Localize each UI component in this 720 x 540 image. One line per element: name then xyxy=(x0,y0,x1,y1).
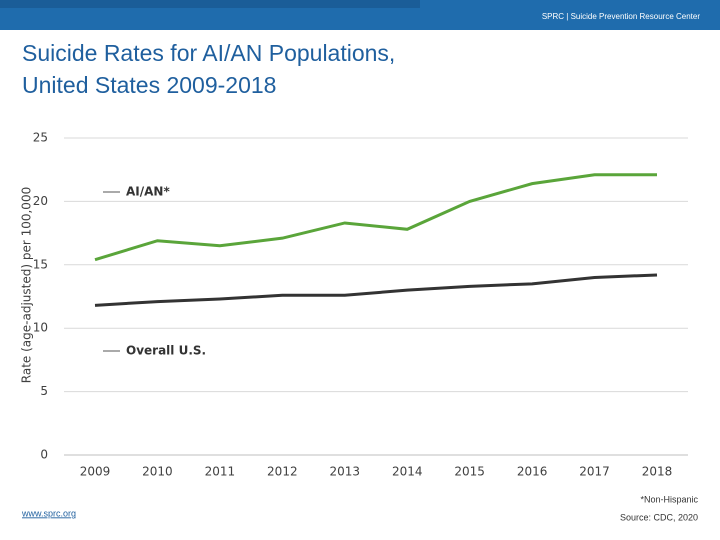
y-tick-label: 15 xyxy=(33,257,48,271)
x-tick-label: 2012 xyxy=(267,465,298,479)
x-tick-label: 2018 xyxy=(642,465,673,479)
x-tick-label: 2017 xyxy=(579,465,610,479)
y-tick-label: 25 xyxy=(33,131,48,145)
legend-label: AI/AN* xyxy=(126,185,170,199)
chart-subtitle: United States 2009-2018 xyxy=(22,72,276,98)
x-tick-label: 2014 xyxy=(392,465,423,479)
series-line xyxy=(94,173,657,262)
x-tick-label: 2009 xyxy=(80,465,111,479)
x-tick-label: 2010 xyxy=(142,465,173,479)
y-tick-label: 10 xyxy=(33,321,48,335)
header-accent xyxy=(0,0,420,8)
y-tick-label: 20 xyxy=(33,194,48,208)
y-tick-label: 5 xyxy=(40,384,48,398)
source: Source: CDC, 2020 xyxy=(620,512,698,522)
chart-title: Suicide Rates for AI/AN Populations, xyxy=(22,40,395,66)
x-tick-label: 2013 xyxy=(330,465,361,479)
website-link[interactable]: www.sprc.org xyxy=(21,508,76,518)
x-tick-label: 2016 xyxy=(517,465,548,479)
x-tick-label: 2015 xyxy=(454,465,485,479)
y-tick-label: 0 xyxy=(40,448,48,462)
legend-label: Overall U.S. xyxy=(126,344,206,358)
series-line xyxy=(94,273,658,307)
footnote: *Non-Hispanic xyxy=(640,494,698,504)
y-axis-label: Rate (age-adjusted) per 100,000 xyxy=(20,187,34,383)
header-org: SPRC | Suicide Prevention Resource Cente… xyxy=(542,12,700,21)
x-tick-label: 2011 xyxy=(205,465,236,479)
